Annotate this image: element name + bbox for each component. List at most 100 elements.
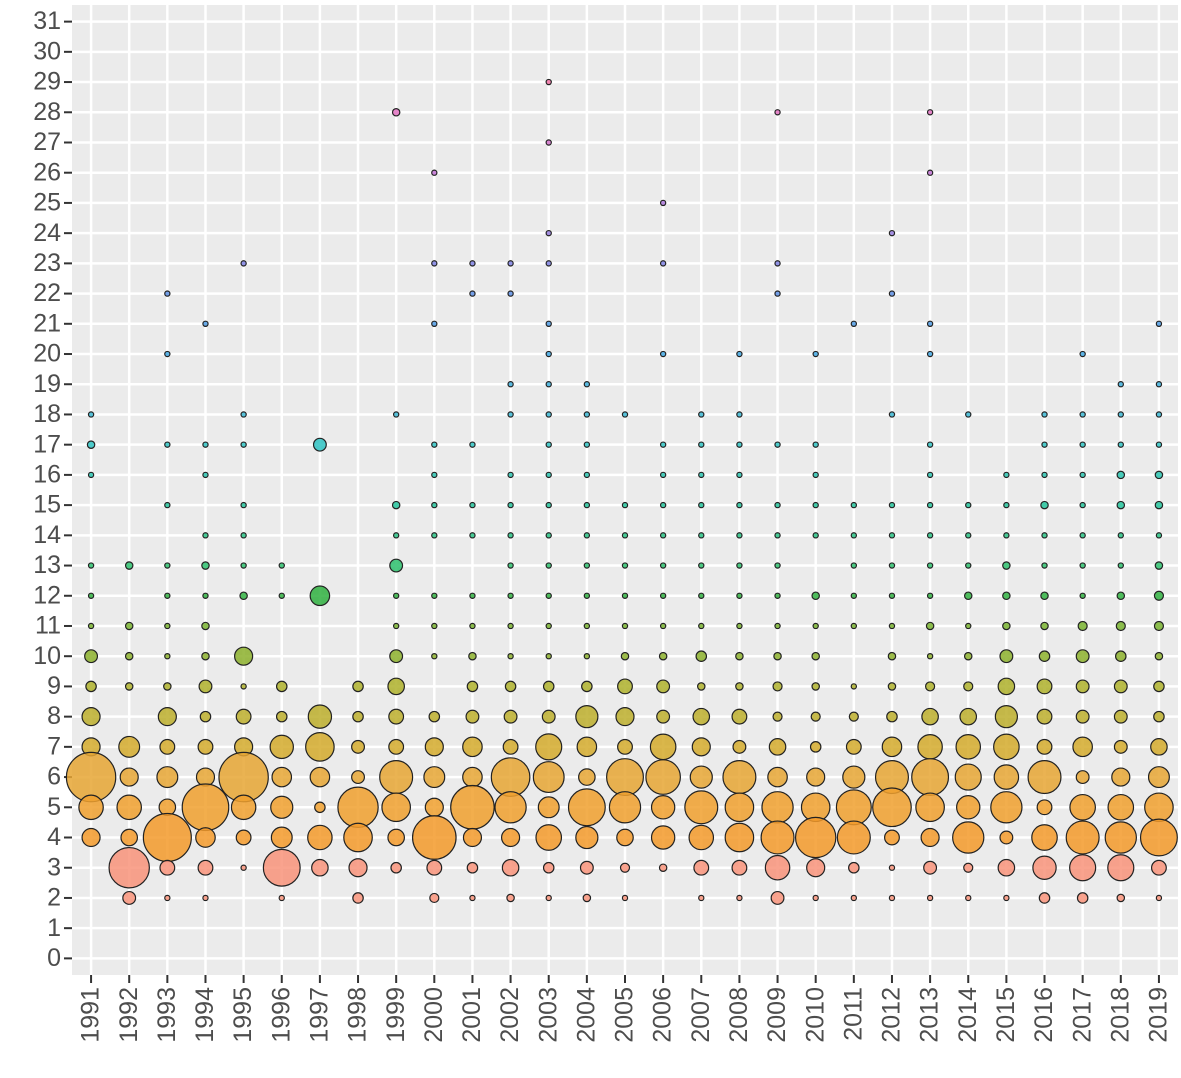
bubble [1116, 500, 1126, 510]
bubble [887, 682, 897, 691]
bubble [774, 501, 781, 509]
bubble [391, 107, 401, 117]
bubble [888, 532, 896, 539]
bubble [770, 890, 785, 905]
bubble [159, 738, 176, 755]
x-tick-label: 2005 [611, 987, 639, 1043]
bubble [429, 892, 440, 904]
bubble [736, 471, 743, 479]
bubble [545, 471, 552, 479]
y-tick-label: 5 [47, 793, 61, 821]
bubble [1154, 500, 1164, 510]
bubble [1036, 678, 1053, 695]
x-tick-label: 2016 [1030, 987, 1058, 1043]
bubble [583, 471, 591, 479]
y-tick-label: 25 [33, 189, 61, 217]
bubble [545, 592, 552, 599]
bubble [952, 821, 985, 854]
bubble [761, 791, 794, 824]
bubble [202, 471, 209, 479]
x-tick-label: 2014 [954, 987, 982, 1043]
bubble [275, 680, 288, 693]
bubble [659, 199, 667, 207]
bubble [431, 501, 438, 509]
bubble [240, 562, 247, 569]
x-tick-label: 1993 [153, 987, 181, 1043]
bubble [811, 682, 820, 691]
bubble [764, 854, 791, 881]
bubble [545, 411, 552, 418]
bubble [578, 768, 596, 786]
bubble [307, 824, 333, 851]
bubble [545, 562, 552, 569]
bubble [774, 441, 781, 448]
bubble [1003, 532, 1010, 539]
bubble [389, 649, 404, 664]
bubble [926, 471, 934, 479]
bubble [1079, 592, 1086, 599]
bubble [926, 562, 934, 569]
x-tick-label: 2003 [534, 987, 562, 1043]
bubble [164, 501, 171, 509]
x-tick-label: 2001 [458, 987, 486, 1043]
bubble [1139, 818, 1178, 857]
bubble [736, 622, 743, 630]
x-tick-label: 1991 [77, 987, 105, 1043]
y-tick-label: 29 [33, 68, 61, 96]
bubble [278, 562, 285, 569]
y-tick-label: 3 [47, 853, 61, 881]
x-tick-label: 2004 [572, 987, 600, 1043]
bubble [999, 830, 1014, 845]
bubble [108, 846, 150, 889]
y-tick-label: 0 [47, 944, 61, 972]
y-tick-label: 8 [47, 702, 61, 730]
bubble [1077, 620, 1088, 632]
bubble [502, 738, 519, 755]
y-tick-label: 12 [33, 581, 61, 609]
bubble [124, 561, 134, 570]
bubble [993, 764, 1020, 790]
bubble [888, 562, 896, 569]
bubble [198, 679, 213, 694]
bubble [164, 622, 171, 630]
x-tick-label: 2006 [649, 987, 677, 1043]
bubble [965, 562, 972, 569]
bubble [1116, 591, 1126, 601]
bubble [736, 441, 743, 448]
bubble [736, 350, 743, 358]
bubble [1155, 381, 1163, 388]
bubble [576, 736, 598, 758]
bubble [535, 824, 563, 851]
bubble [926, 350, 934, 358]
bubble [925, 621, 935, 631]
bubble [926, 592, 934, 599]
bubble [732, 739, 747, 754]
bubble [736, 501, 743, 509]
bubble [1036, 708, 1053, 725]
bubble [120, 828, 139, 847]
bubble [87, 471, 95, 479]
bubble [431, 532, 438, 539]
y-tick-label: 6 [47, 763, 61, 791]
bubble [545, 532, 552, 539]
bubble [240, 683, 247, 690]
bubble [352, 680, 364, 693]
bubble [164, 441, 171, 448]
bubble [888, 894, 896, 902]
bubble [469, 441, 476, 448]
bubble [507, 532, 514, 539]
bubble [532, 761, 565, 794]
bubble [811, 591, 820, 601]
bubble [812, 350, 819, 358]
y-tick-label: 15 [33, 491, 61, 519]
bubble [65, 751, 117, 803]
bubble [537, 796, 560, 819]
x-tick-label: 2000 [420, 987, 448, 1043]
x-tick-label: 2013 [916, 987, 944, 1043]
bubble [848, 711, 859, 722]
bubble [693, 859, 710, 876]
bubble [997, 858, 1016, 877]
bubble [542, 861, 555, 874]
bubble [1036, 799, 1053, 816]
